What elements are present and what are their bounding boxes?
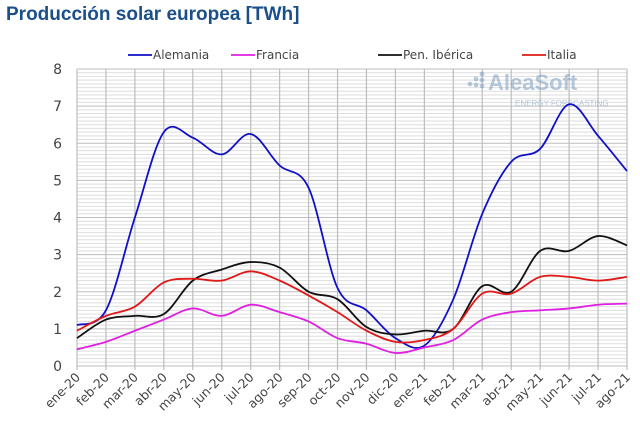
legend-label-alemania: Alemania <box>153 48 209 62</box>
x-tick-label: jun-20 <box>188 369 227 408</box>
logo-text: AleaSoft <box>488 70 578 95</box>
x-tick-label: ene-20 <box>42 369 84 411</box>
series-line-italia <box>76 270 628 344</box>
series-line-pen-ib-rica <box>76 235 628 339</box>
y-tick-label: 0 <box>53 359 62 375</box>
series-line-francia <box>76 302 628 354</box>
y-tick-label: 4 <box>53 211 62 227</box>
chart-title: Producción solar europea [TWh] <box>6 4 300 25</box>
logo-dot <box>467 81 473 87</box>
logo-dot <box>479 83 485 89</box>
logo-dot <box>473 76 479 82</box>
logo-dot <box>473 82 479 88</box>
aleasoft-logo: AleaSoft ENERGY FORECASTING <box>467 70 609 108</box>
y-tick-label: 3 <box>53 248 62 264</box>
legend-label-francia: Francia <box>256 48 299 62</box>
y-tick-label: 5 <box>53 173 62 189</box>
y-tick-label: 6 <box>53 136 62 152</box>
logo-tagline: ENERGY FORECASTING <box>515 99 609 108</box>
x-tick-label: jun-21 <box>536 370 575 409</box>
y-tick-label: 2 <box>53 285 62 301</box>
y-tick-label: 7 <box>53 99 62 115</box>
y-tick-label: 8 <box>53 62 62 78</box>
series-line-alemania <box>76 103 628 349</box>
legend-label-pen-ib-rica: Pen. Ibérica <box>403 48 473 62</box>
logo-dot <box>479 77 485 83</box>
y-tick-label: 1 <box>53 322 62 338</box>
legend-label-italia: Italia <box>547 48 577 62</box>
logo-dot <box>479 71 485 77</box>
